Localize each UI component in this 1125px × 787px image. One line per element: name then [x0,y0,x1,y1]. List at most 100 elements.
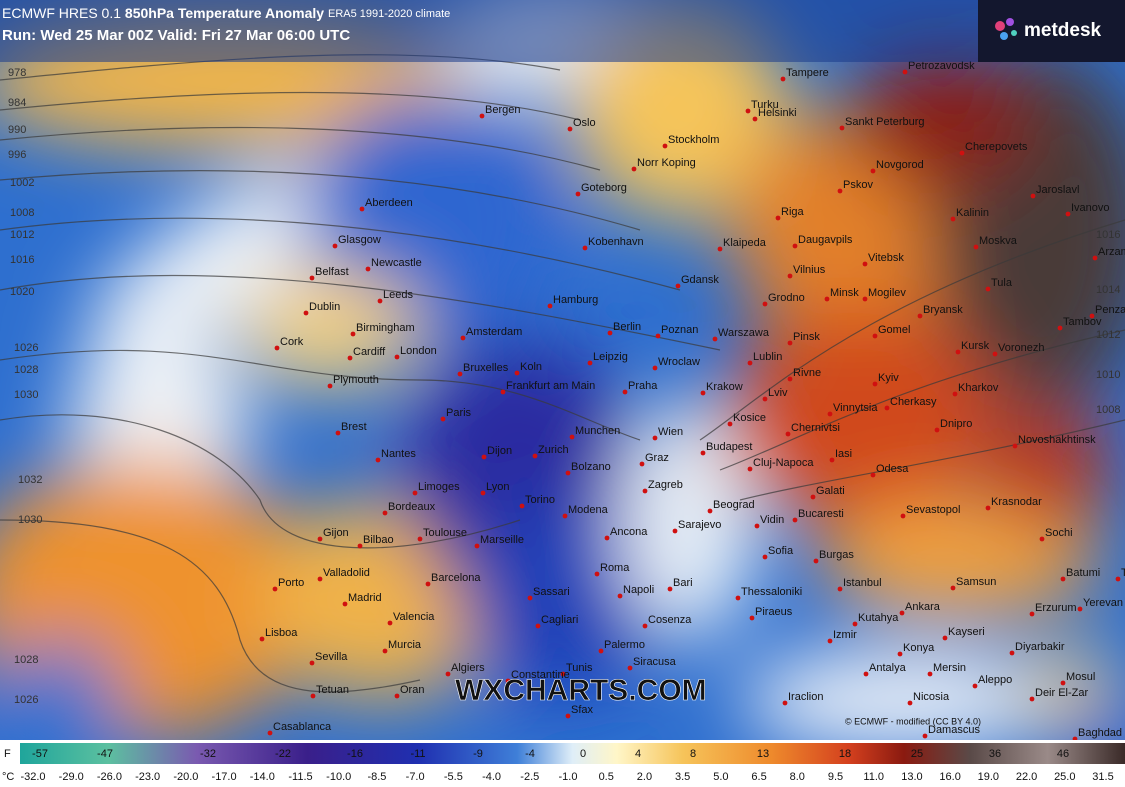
isobar-label: 1026 [14,694,38,706]
city-label: Barcelona [431,572,481,584]
city-label: Kalinin [956,207,989,219]
city-dot [342,601,348,607]
city-dot [575,191,581,197]
isobar-label: 1014 [1096,284,1120,296]
city-label: Tetuan [316,684,349,696]
city-label: Kosice [733,412,766,424]
city-label: Modena [568,504,609,516]
city-label: Iraclion [788,691,823,703]
city-label: Glasgow [338,234,381,246]
city-label: Gomel [878,324,910,336]
c-tick-label: 25.0 [1054,771,1075,783]
city-label: Aberdeen [365,197,413,209]
city-label: Zurich [538,444,569,456]
city-label: Kharkov [958,382,999,394]
city-label: Budapest [706,441,752,453]
city-label: Lyon [486,481,509,493]
city-dot [622,389,628,395]
isobar-label: 984 [8,97,26,109]
city-label: Damascus [928,724,980,736]
city-label: Dijon [487,445,512,457]
isobar-label: 978 [8,67,26,79]
logo-icon [995,18,1017,40]
city-label: Sofia [768,545,794,557]
c-tick-label: -20.0 [173,771,198,783]
city-label: Ankara [905,601,941,613]
city-dot [347,355,353,361]
city-label: Cluj-Napoca [753,457,814,469]
city-dot [274,345,280,351]
city-dot [1077,606,1083,612]
city-label: Porto [278,577,304,589]
city-dot [1089,313,1095,319]
city-dot [813,558,819,564]
city-dot [762,396,768,402]
f-tick-label: -47 [97,748,113,760]
city-label: Limoges [418,481,460,493]
f-tick-label: 18 [839,748,851,760]
city-dot [782,700,788,706]
city-label: Cherepovets [965,141,1028,153]
city-label: Aleppo [978,674,1012,686]
city-dot [899,610,905,616]
city-label: Goteborg [581,182,627,194]
city-label: Voronezh [998,342,1044,354]
city-label: Odesa [876,463,909,475]
city-dot [942,635,948,641]
f-tick-label: 13 [757,748,769,760]
city-label: Cardiff [353,346,386,358]
city-dot [375,457,381,463]
city-dot [655,333,661,339]
city-label: Constantine [511,669,570,681]
city-label: Mogilev [868,287,906,299]
city-label: Gdansk [681,274,719,286]
city-dot [747,360,753,366]
city-dot [569,434,575,440]
isobar-label: 1012 [10,229,34,241]
city-dot [359,206,365,212]
city-dot [787,376,793,382]
city-label: Baghdad [1078,727,1122,739]
run-time: Run: Wed 25 Mar 00Z Valid: Fri 27 Mar 06… [2,27,350,44]
city-dot [754,523,760,529]
city-dot [617,593,623,599]
city-label: Vidin [760,514,784,526]
city-dot [527,595,533,601]
city-label: Leipzig [593,351,628,363]
city-dot [717,246,723,252]
city-label: Minsk [830,287,859,299]
city-dot [652,435,658,441]
city-dot [567,126,573,132]
city-label: Iasi [835,448,852,460]
city-label: Graz [645,452,669,464]
f-tick-label: -4 [525,748,535,760]
isobar-label: 1026 [14,342,38,354]
city-label: Poznan [661,324,698,336]
city-label: Bari [673,577,693,589]
city-label: Kyiv [878,372,899,384]
city-dot [382,648,388,654]
city-label: Berlin [613,321,641,333]
isobar-label: 1008 [10,207,34,219]
city-dot [627,665,633,671]
city-dot [787,340,793,346]
city-label: Nicosia [913,691,950,703]
c-tick-label: -4.0 [482,771,501,783]
city-dot [565,470,571,476]
c-tick-label: 16.0 [939,771,960,783]
city-label: Helsinki [758,107,797,119]
city-dot [481,454,487,460]
city-dot [1115,576,1121,582]
city-dot [594,571,600,577]
city-label: Mersin [933,662,966,674]
city-label: Lublin [753,351,782,363]
city-dot [762,301,768,307]
city-dot [317,576,323,582]
city-label: Kayseri [948,626,985,638]
city-label: Samsun [956,576,996,588]
city-label: Zagreb [648,479,683,491]
city-dot [827,411,833,417]
city-dot [959,150,965,156]
climate: ERA5 1991-2020 climate [328,8,450,20]
city-dot [662,143,668,149]
